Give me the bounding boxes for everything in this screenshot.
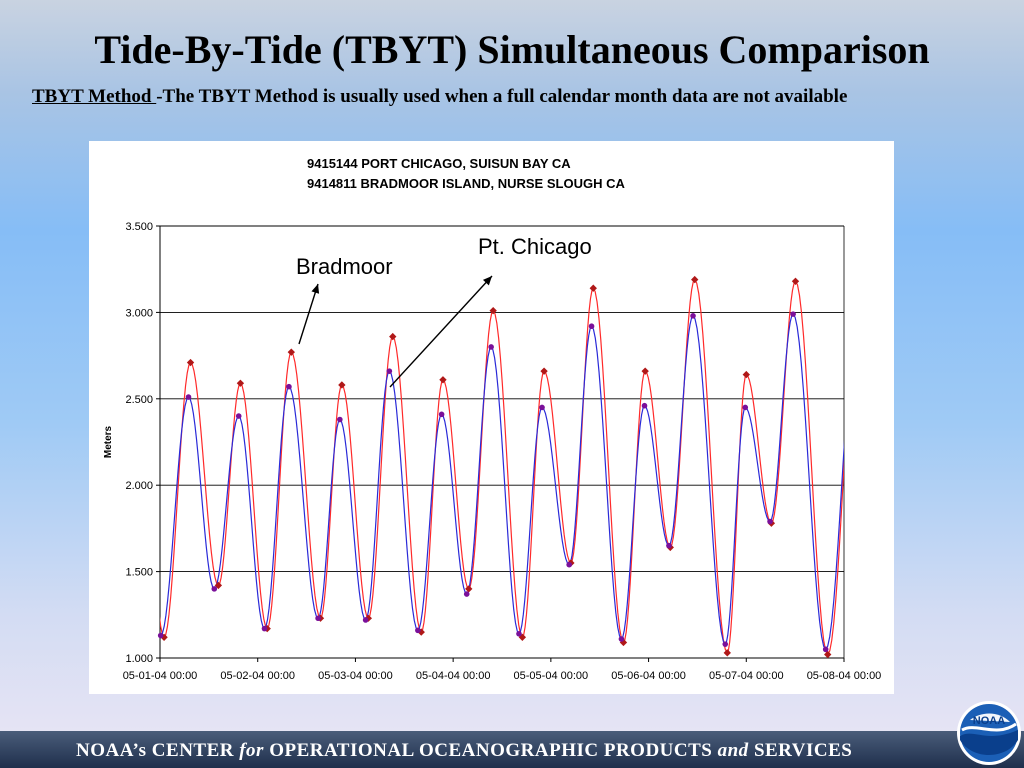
y-tick-label: 1.500 <box>125 567 153 579</box>
data-point-pt-chicago <box>723 649 731 657</box>
y-tick-label: 3.000 <box>125 307 153 319</box>
chart-title-line: 9414811 BRADMOOR ISLAND, NURSE SLOUGH CA <box>307 176 625 191</box>
footer-text-part: SERVICES <box>748 740 853 761</box>
data-point-pt-chicago <box>338 381 346 389</box>
x-tick-label: 05-02-04 00:00 <box>220 670 295 682</box>
data-point-bradmoor <box>415 627 421 634</box>
x-tick-label: 05-07-04 00:00 <box>709 670 784 682</box>
annotation-pt-chicago: Pt. Chicago <box>478 234 592 259</box>
annotation-arrow-bradmoor-head <box>311 284 320 294</box>
data-point-bradmoor <box>742 404 749 411</box>
data-point-bradmoor <box>488 344 494 350</box>
tide-comparison-chart: 9415144 PORT CHICAGO, SUISUN BAY CA 94148… <box>89 141 894 694</box>
data-point-pt-chicago <box>389 332 397 341</box>
svg-text:NOAA: NOAA <box>973 715 1005 727</box>
x-tick-label: 05-01-04 00:00 <box>123 670 198 682</box>
y-tick-label: 2.000 <box>125 480 153 492</box>
data-point-bradmoor <box>566 561 572 568</box>
data-point-bradmoor <box>516 631 522 637</box>
data-point-bradmoor <box>211 586 218 592</box>
x-tick-label: 05-04-04 00:00 <box>416 670 491 682</box>
data-point-pt-chicago <box>540 367 548 375</box>
data-point-bradmoor <box>286 383 292 390</box>
data-point-bradmoor <box>588 323 595 330</box>
x-tick-label: 05-05-04 00:00 <box>514 670 589 682</box>
data-point-pt-chicago <box>465 585 473 593</box>
data-point-pt-chicago <box>589 284 597 292</box>
data-point-bradmoor <box>539 404 545 411</box>
data-point-bradmoor <box>767 518 773 525</box>
y-axis-label: Meters <box>103 425 114 458</box>
x-tick-label: 05-08-04 00:00 <box>807 670 882 682</box>
x-tick-label: 05-06-04 00:00 <box>611 670 686 682</box>
series-line-bradmoor <box>160 313 844 651</box>
annotation-bradmoor: Bradmoor <box>296 254 393 279</box>
data-point-bradmoor <box>157 632 164 639</box>
data-point-bradmoor <box>690 313 696 319</box>
footer-text: NOAA’s CENTER for OPERATIONAL OCEANOGRAP… <box>76 740 852 762</box>
data-point-bradmoor <box>822 646 829 653</box>
noaa-logo-icon: NOAA <box>957 701 1021 765</box>
data-point-bradmoor <box>235 413 242 419</box>
annotation-arrow-pt-chicago <box>389 275 493 388</box>
chart-title-line: 9415144 PORT CHICAGO, SUISUN BAY CA <box>307 156 571 171</box>
data-point-bradmoor <box>261 625 268 632</box>
data-point-pt-chicago <box>287 348 295 356</box>
footer-text-part: OPERATIONAL OCEANOGRAPHIC PRODUCTS <box>263 740 718 761</box>
chart-canvas: 9415144 PORT CHICAGO, SUISUN BAY CA 94148… <box>103 156 882 682</box>
data-point-bradmoor <box>315 615 321 622</box>
data-point-pt-chicago <box>691 275 699 284</box>
footer-text-italic-and: and <box>717 740 749 761</box>
data-point-bradmoor <box>438 411 445 418</box>
data-point-bradmoor <box>641 402 648 409</box>
data-point-bradmoor <box>463 591 470 597</box>
x-tick-label: 05-03-04 00:00 <box>318 670 393 682</box>
data-point-bradmoor <box>618 636 625 642</box>
data-point-pt-chicago <box>439 376 447 384</box>
data-point-pt-chicago <box>824 650 832 659</box>
annotation-arrow-bradmoor <box>298 283 319 345</box>
data-point-bradmoor <box>362 617 369 623</box>
annotation-arrow-pt-chicago-head <box>482 276 492 286</box>
slide-subtitle: TBYT Method -The TBYT Method is usually … <box>32 86 1022 108</box>
footer-text-part: NOAA’s CENTER <box>76 740 240 761</box>
data-point-pt-chicago <box>186 358 195 367</box>
data-point-bradmoor <box>185 394 192 400</box>
y-tick-label: 1.000 <box>125 653 153 665</box>
data-point-bradmoor <box>790 311 796 317</box>
footer-bar: NOAA’s CENTER for OPERATIONAL OCEANOGRAP… <box>0 731 1024 768</box>
footer-text-italic-for: for <box>239 740 264 761</box>
data-point-pt-chicago <box>791 277 800 285</box>
data-point-pt-chicago <box>236 379 245 387</box>
y-tick-label: 2.500 <box>125 394 153 406</box>
slide-title: Tide-By-Tide (TBYT) Simultaneous Compari… <box>94 27 930 72</box>
series-line-pt-chicago <box>160 278 844 656</box>
data-point-bradmoor <box>666 542 672 549</box>
subtitle-description: -The TBYT Method is usually used when a … <box>156 86 848 107</box>
data-point-pt-chicago <box>489 306 497 315</box>
data-point-bradmoor <box>337 416 343 423</box>
data-point-bradmoor <box>386 368 393 374</box>
data-point-bradmoor <box>722 641 729 647</box>
y-tick-label: 3.500 <box>125 221 153 233</box>
subtitle-method-label: TBYT Method <box>32 86 157 107</box>
data-point-pt-chicago <box>641 367 649 375</box>
data-point-pt-chicago <box>742 370 750 379</box>
